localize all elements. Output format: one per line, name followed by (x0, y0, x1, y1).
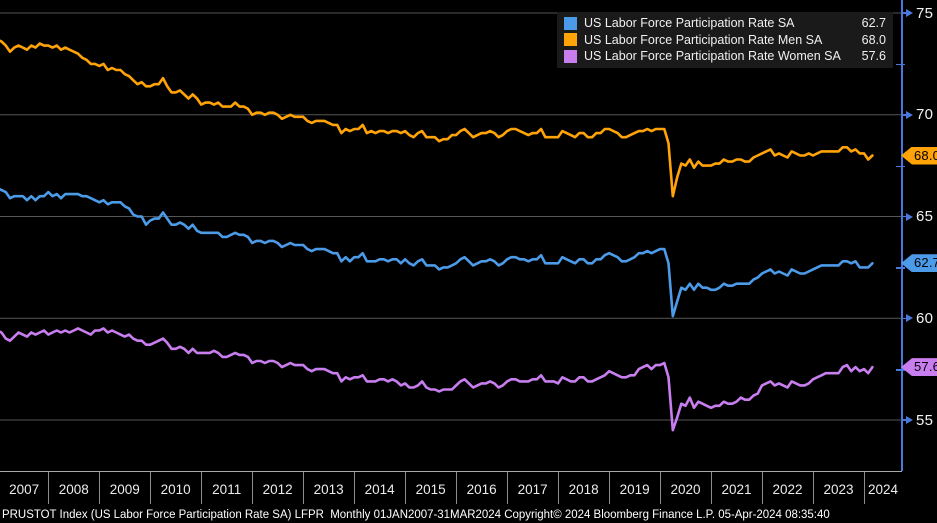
x-axis-year-label: 2011 (212, 482, 242, 497)
last-value-badge-lfpr-men: 68.0 (901, 146, 937, 165)
status-text: PRUSTOT Index (US Labor Force Participat… (2, 507, 830, 521)
x-axis-tick (405, 472, 407, 504)
series-line-lfpr-total (0, 187, 874, 318)
x-axis-tick (252, 472, 254, 504)
y-axis-minor-tick (896, 267, 905, 269)
y-tick-label: 65 (916, 208, 934, 225)
y-axis-minor-tick (896, 369, 905, 371)
y-axis-minor-tick (896, 165, 905, 168)
tick-arrow-icon (906, 212, 913, 221)
x-axis-tick (762, 472, 763, 504)
x-axis-year-label: 2010 (160, 482, 191, 497)
legend-swatch-blue-icon (564, 16, 577, 30)
legend-item-value: 68.0 (861, 32, 886, 47)
tick-line (902, 215, 906, 218)
x-axis-tick (711, 472, 712, 504)
legend-item-label: US Labor Force Participation Rate Men SA (584, 32, 823, 47)
x-axis-tick (354, 472, 356, 504)
x-axis-line (0, 471, 902, 472)
y-axis-tick: 55 (902, 411, 933, 429)
y-tick-label: 70 (916, 106, 934, 124)
tick-line (902, 317, 906, 320)
x-axis-year-label: 2023 (823, 482, 854, 497)
legend-item-value: 57.6 (861, 49, 886, 64)
y-tick-label: 60 (916, 309, 934, 327)
x-axis-year-label: 2024 (867, 482, 899, 497)
x-axis-tick (150, 472, 152, 504)
x-axis-year-label: 2012 (262, 482, 293, 497)
x-axis-tick (303, 472, 305, 504)
x-axis-tick (558, 472, 560, 504)
x-axis-year-label: 2017 (517, 482, 548, 497)
x-axis-tick (813, 472, 814, 504)
x-axis-year-label: 2019 (619, 482, 650, 497)
last-value-badge-lfpr-women: 57.6 (901, 358, 937, 377)
x-axis-year-label: 2020 (670, 482, 701, 497)
x-axis-year-label: 2007 (9, 482, 40, 497)
legend-swatch-orange-icon (564, 33, 577, 47)
tick-arrow-icon (906, 416, 913, 424)
legend-item-label: US Labor Force Participation Rate SA (584, 16, 795, 31)
tick-line (902, 419, 906, 421)
x-axis-tick (609, 472, 611, 504)
x-axis-year-label: 2016 (466, 482, 497, 497)
y-axis-tick: 75 (902, 4, 933, 22)
x-axis-tick (456, 472, 458, 504)
x-axis-tick (99, 472, 101, 504)
x-axis-year-label: 2021 (721, 482, 752, 497)
x-axis-year-label: 2009 (109, 482, 140, 497)
tick-line (902, 114, 906, 116)
x-axis-tick (48, 472, 50, 504)
status-bar: PRUSTOT Index (US Labor Force Participat… (0, 505, 937, 523)
tick-arrow-icon (906, 110, 913, 119)
y-tick-label: 55 (916, 411, 934, 429)
x-axis-tick (201, 472, 203, 504)
legend-swatch-purple-icon (564, 49, 577, 63)
y-axis-minor-tick (896, 63, 905, 66)
legend-panel: US Labor Force Participation Rate SA 62.… (557, 12, 893, 68)
x-axis-year-label: 2008 (58, 482, 89, 497)
series-line-lfpr-men (0, 39, 874, 198)
y-axis-tick: 65 (902, 208, 933, 226)
legend-item-value: 62.7 (861, 16, 886, 31)
y-axis-tick: 70 (902, 106, 933, 124)
x-axis-year-label: 2015 (415, 482, 446, 497)
legend-item-label: US Labor Force Participation Rate Women … (584, 49, 841, 64)
tick-arrow-icon (906, 9, 913, 17)
x-axis-tick (507, 472, 509, 504)
legend-item-women[interactable]: US Labor Force Participation Rate Women … (557, 48, 893, 65)
x-axis-tick (864, 472, 865, 504)
tick-line (902, 12, 906, 14)
x-axis-year-label: 2014 (364, 482, 395, 497)
legend-item-total[interactable]: US Labor Force Participation Rate SA 62.… (557, 15, 893, 32)
x-axis-year-label: 2018 (568, 482, 599, 497)
y-axis-line (901, 0, 903, 471)
series-line-lfpr-women (0, 327, 874, 432)
y-axis-tick: 60 (902, 309, 933, 327)
legend-item-men[interactable]: US Labor Force Participation Rate Men SA… (557, 32, 893, 49)
chart-plot-area[interactable] (0, 0, 902, 471)
y-tick-label: 75 (916, 4, 934, 22)
last-value-badge-lfpr-total: 62.7 (901, 254, 937, 273)
x-axis-tick (660, 472, 661, 504)
x-axis-year-label: 2013 (313, 482, 344, 497)
x-axis-year-label: 2022 (772, 482, 803, 497)
tick-arrow-icon (906, 314, 913, 323)
